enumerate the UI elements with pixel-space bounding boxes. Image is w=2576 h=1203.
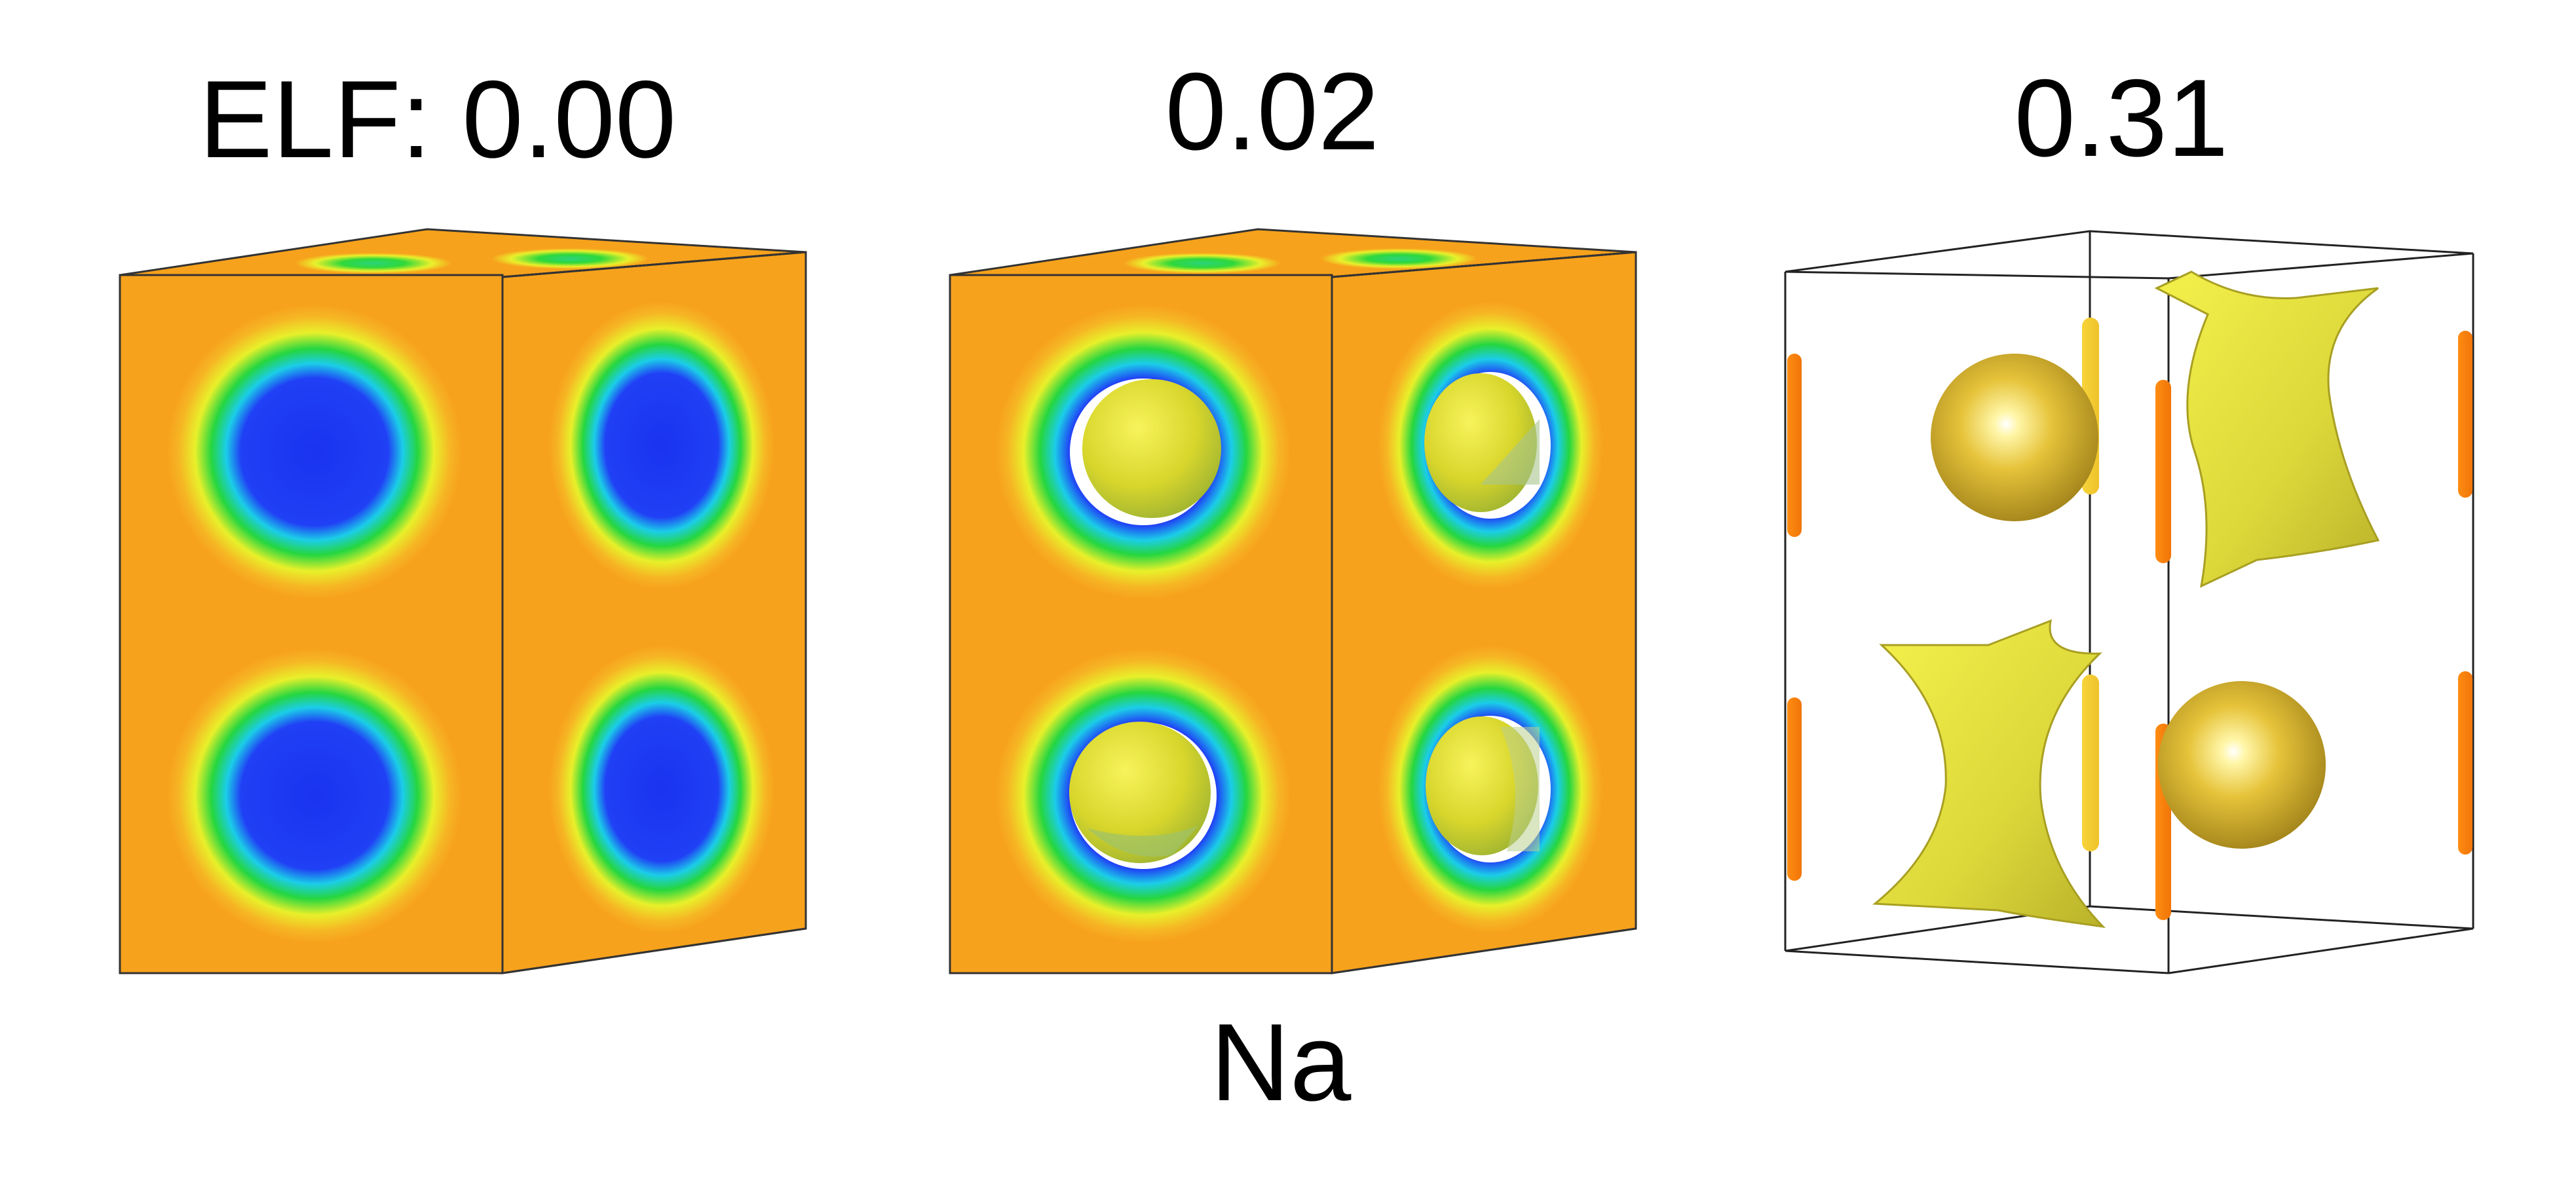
panel-1-cube <box>949 228 1637 974</box>
panel-0-cube <box>119 228 807 974</box>
panel-2-edge-bars <box>1787 318 2472 920</box>
panel-2-wireframe <box>1784 230 2474 974</box>
panel-title-0: ELF: 0.00 <box>199 58 676 181</box>
element-label: Na <box>1211 1001 1352 1124</box>
panel-1-sphere-caps <box>1069 372 1551 869</box>
panel-title-1: 0.02 <box>1165 50 1380 173</box>
panel-2-hourglass <box>1872 270 2380 929</box>
panel-2-spheres <box>1931 354 2326 849</box>
panel-title-2: 0.31 <box>2015 56 2229 179</box>
